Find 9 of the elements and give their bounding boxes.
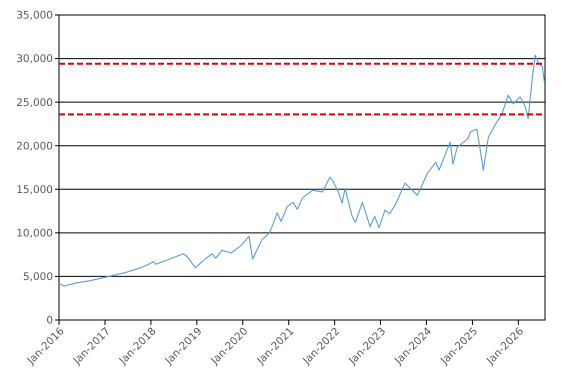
y-tick-label: 10,000 — [16, 228, 53, 240]
y-tick-label: 25,000 — [16, 96, 53, 109]
line-series — [58, 54, 546, 287]
y-tick-label: 30,000 — [16, 53, 53, 66]
y-tick-label: 20,000 — [16, 140, 53, 152]
y-tick-label: 5,000 — [22, 271, 53, 284]
y-tick-label: 15,000 — [16, 184, 53, 196]
y-tick-label: 35,000 — [16, 10, 53, 22]
y-tick-label: 0 — [46, 314, 53, 327]
